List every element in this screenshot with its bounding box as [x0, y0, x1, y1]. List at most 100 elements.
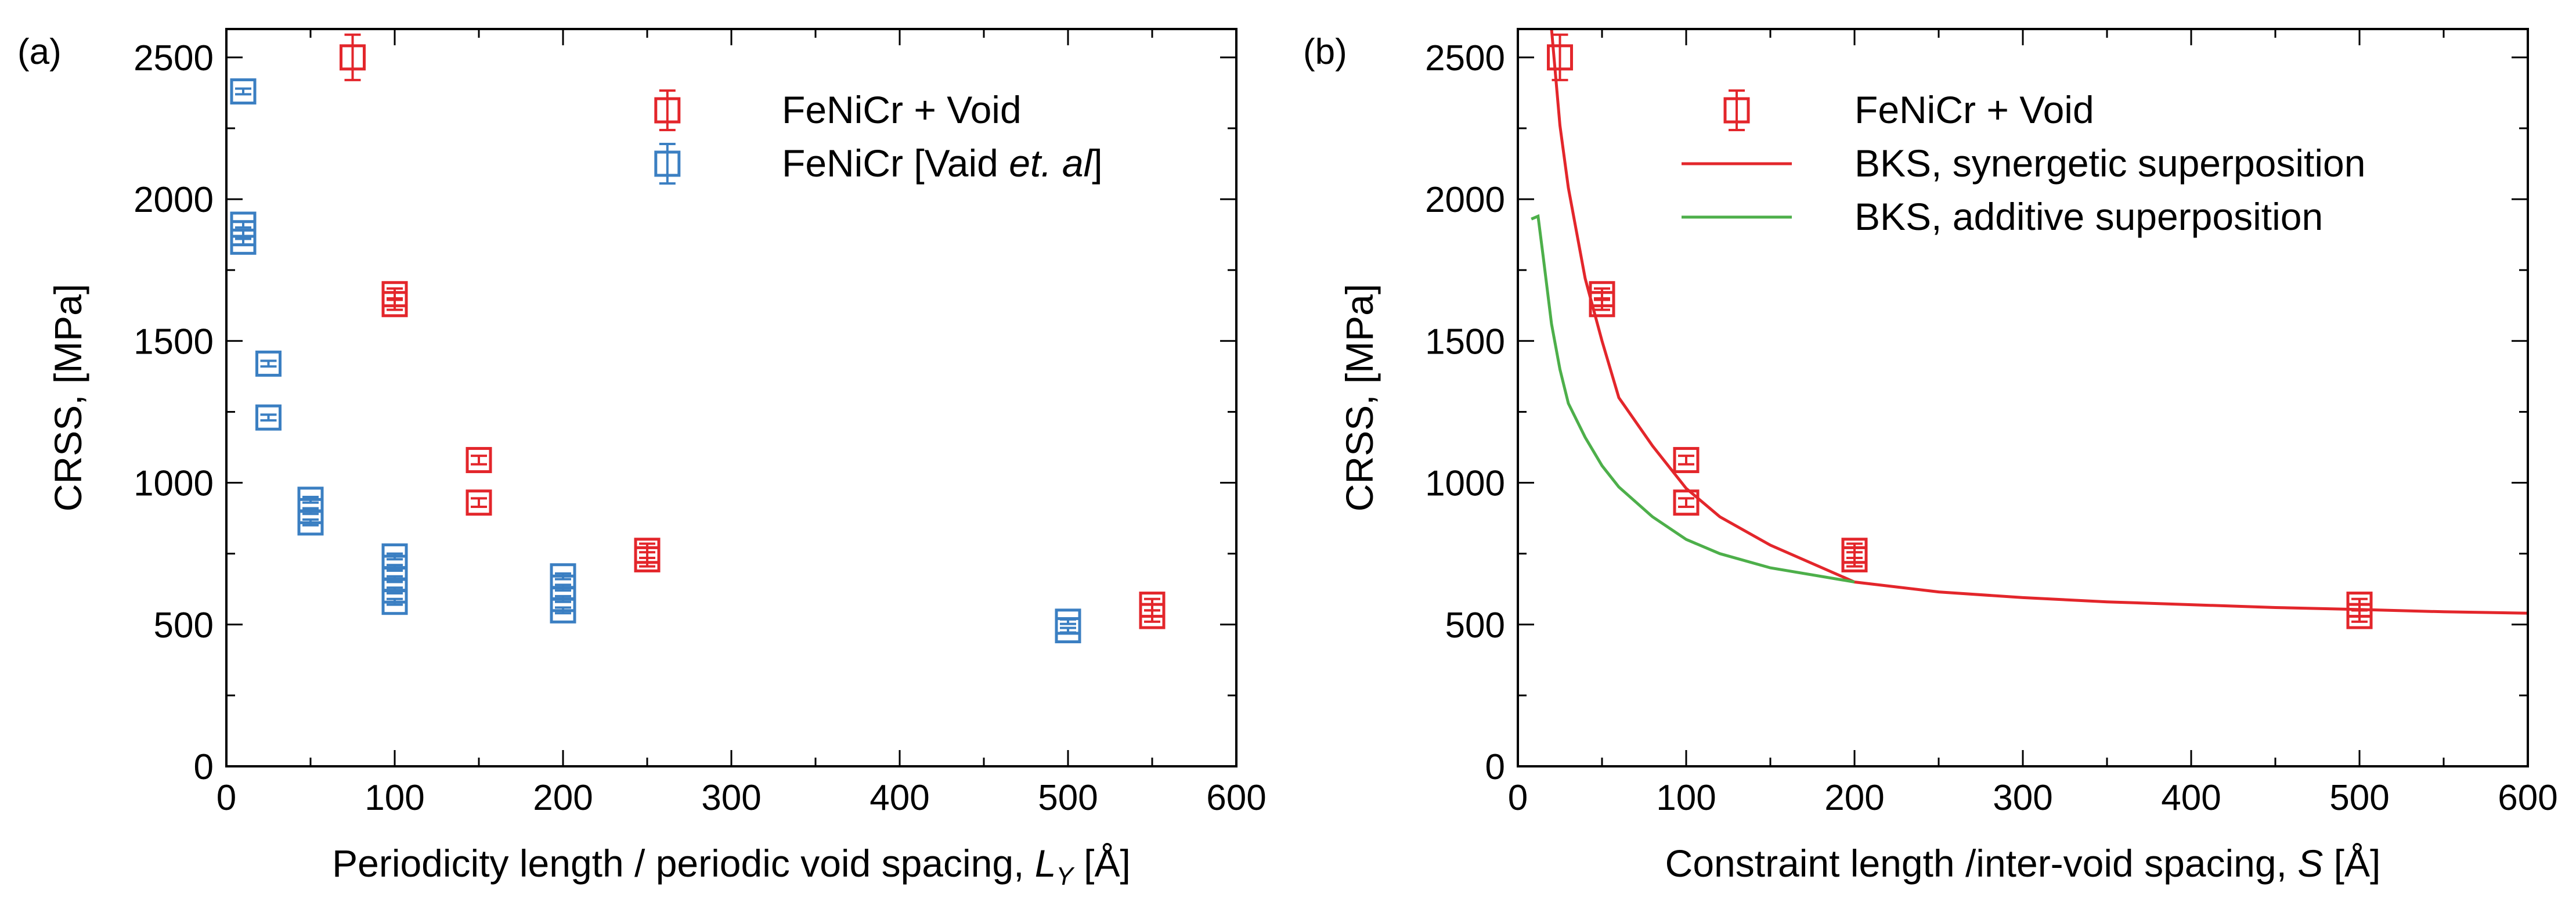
y-tick-label: 1500	[1425, 322, 1505, 362]
square-marker	[1673, 446, 1700, 473]
data-point-blue	[1055, 617, 1081, 644]
square-marker	[466, 446, 492, 473]
x-tick-label: 500	[2329, 778, 2389, 818]
data-point-red	[1841, 546, 1868, 572]
square-marker	[1055, 617, 1081, 644]
panel-a-x-axis-subscript: Y	[1056, 862, 1074, 891]
data-point-red	[340, 33, 366, 81]
square-marker	[255, 404, 282, 431]
data-point-blue	[230, 78, 257, 104]
panel-a-x-axis-variable: L	[1035, 842, 1056, 885]
y-tick-label: 1500	[134, 322, 214, 362]
y-tick-label: 0	[194, 747, 214, 787]
legend-label: FeNiCr + Void	[1855, 88, 2094, 131]
x-tick-label: 600	[2498, 778, 2557, 818]
panel-a-x-axis-text: Periodicity length / periodic void spaci…	[332, 842, 1035, 885]
panel-a-ticks: 0 100 200 300 400 500 600 0 500 1000 1500 2000 2500	[134, 29, 1267, 818]
square-marker	[1589, 291, 1615, 318]
data-point-red	[1547, 33, 1573, 81]
x-tick-label: 500	[1038, 778, 1098, 818]
y-tick-label: 2500	[134, 38, 214, 78]
panel-b-x-axis-unit: [Å]	[2323, 842, 2380, 885]
panel-b-model-lines	[1531, 29, 2528, 615]
data-point-red	[1673, 489, 1700, 516]
panel-b-label: (b)	[1303, 32, 1347, 72]
legend-square-marker	[654, 97, 681, 124]
x-tick-label: 100	[365, 778, 424, 818]
panel-b-x-axis-text: Constraint length /inter-void spacing,	[1665, 842, 2298, 885]
panel-b-x-axis-variable: S	[2297, 842, 2323, 885]
x-tick-label: 400	[2161, 778, 2221, 818]
x-tick-label: 300	[1993, 778, 2052, 818]
data-point-red	[381, 291, 408, 318]
x-tick-label: 0	[1508, 778, 1528, 818]
panel-b-data-markers	[1547, 33, 2373, 629]
y-tick-label: 2000	[134, 180, 214, 220]
data-point-blue	[297, 509, 324, 536]
data-point-red	[634, 546, 661, 572]
legend-entry-red: FeNiCr + Void	[654, 88, 1022, 131]
square-marker	[1841, 546, 1868, 572]
panel-a-x-axis-label: Periodicity length / periodic void spaci…	[332, 842, 1131, 891]
legend-entry-blue: FeNiCr [Vaid et. al]	[654, 142, 1103, 185]
panel-b-plot-frame	[1517, 28, 2529, 767]
panel-a-label: (a)	[17, 32, 62, 72]
square-marker	[466, 489, 492, 516]
x-tick-label: 300	[701, 778, 761, 818]
panel-a-plot-frame	[225, 28, 1238, 767]
panel-b-ticks: 0 100 200 300 400 500 600 0 500 1000 1500 2000 2500	[1425, 29, 2558, 818]
panel-a-x-axis-unit: [Å]	[1073, 842, 1131, 885]
data-point-blue	[255, 404, 282, 431]
square-marker	[230, 78, 257, 104]
panel-b-x-axis-label: Constraint length /inter-void spacing, S…	[1665, 842, 2381, 885]
legend-label: FeNiCr [Vaid et. al]	[782, 142, 1103, 185]
data-point-blue	[230, 228, 257, 255]
x-tick-label: 400	[870, 778, 929, 818]
data-point-blue	[381, 589, 408, 615]
legend-entry-red: FeNiCr + Void	[1723, 88, 2094, 131]
legend-entry-green-line: BKS, additive superposition	[1682, 195, 2323, 238]
x-tick-label: 100	[1656, 778, 1716, 818]
legend-square-marker	[654, 150, 681, 177]
panel-b-legend: FeNiCr + Void BKS, synergetic superpositi…	[1682, 88, 2365, 238]
data-point-red	[1673, 446, 1700, 473]
y-tick-label: 0	[1485, 747, 1505, 787]
data-point-red	[1139, 603, 1166, 629]
y-tick-label: 2000	[1425, 180, 1505, 220]
legend-label: BKS, synergetic superposition	[1855, 142, 2365, 185]
legend-label-main: FeNiCr + Void	[1855, 88, 2094, 131]
panel-a-legend: FeNiCr + Void FeNiCr [Vaid et. al]	[654, 88, 1103, 185]
data-point-red	[466, 446, 492, 473]
x-tick-label: 600	[1206, 778, 1266, 818]
legend-label: BKS, additive superposition	[1855, 195, 2323, 238]
y-tick-label: 2500	[1425, 38, 1505, 78]
legend-label-main: FeNiCr + Void	[782, 88, 1022, 131]
square-marker	[634, 546, 661, 572]
data-point-blue	[550, 597, 576, 624]
square-marker	[550, 597, 576, 624]
y-tick-label: 500	[1445, 606, 1505, 646]
legend-label-italic: et. al	[1009, 142, 1093, 185]
model-line-green	[1531, 214, 1855, 583]
square-marker	[1139, 603, 1166, 629]
model-line-red	[1550, 29, 2528, 615]
legend-label: FeNiCr + Void	[782, 88, 1022, 131]
square-marker	[340, 44, 366, 71]
legend-label-end: ]	[1092, 142, 1102, 185]
square-marker	[2346, 603, 2373, 629]
panel-a-data-markers	[230, 33, 1166, 644]
square-marker	[230, 228, 257, 255]
square-marker	[381, 589, 408, 615]
data-point-red	[2346, 603, 2373, 629]
panel-a-y-axis-label: CRSS, [MPa]	[46, 284, 89, 511]
legend-label-main: FeNiCr [Vaid	[782, 142, 1009, 185]
square-marker	[1547, 44, 1573, 71]
x-tick-label: 200	[533, 778, 593, 818]
square-marker	[381, 291, 408, 318]
square-marker	[255, 350, 282, 377]
x-tick-label: 0	[217, 778, 236, 818]
x-tick-label: 200	[1824, 778, 1884, 818]
y-tick-label: 500	[154, 606, 214, 646]
y-tick-label: 1000	[134, 464, 214, 504]
